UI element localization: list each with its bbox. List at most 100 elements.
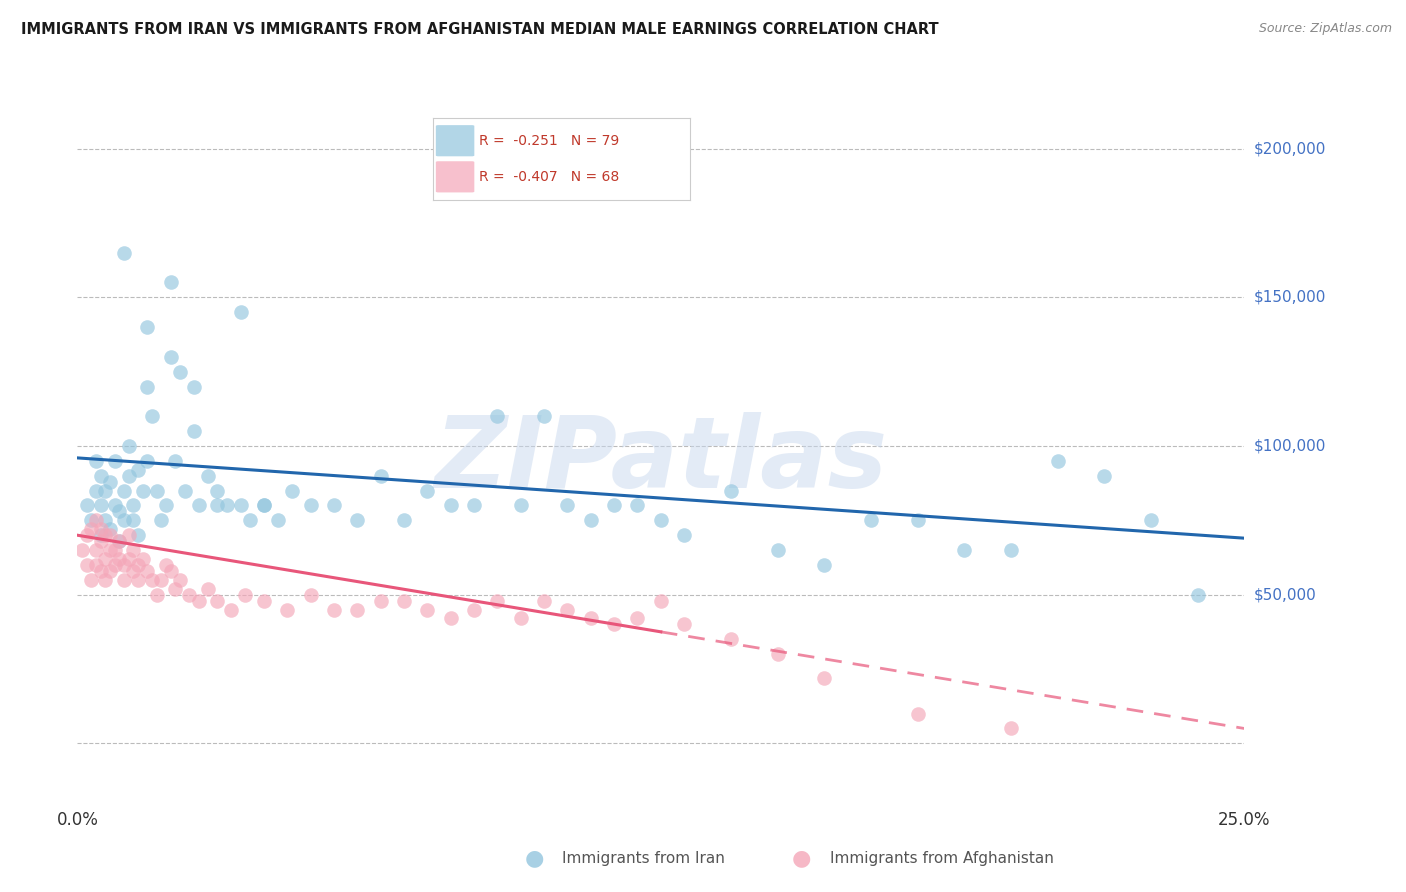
Point — [90, 499, 112, 513]
Point — [84, 558, 107, 572]
Point — [136, 379, 159, 393]
Point — [486, 593, 509, 607]
Point — [80, 573, 103, 587]
Point — [112, 558, 135, 572]
Point — [509, 611, 531, 625]
Point — [90, 522, 112, 536]
Point — [136, 320, 159, 334]
Text: Immigrants from Iran: Immigrants from Iran — [562, 851, 725, 865]
Point — [118, 468, 141, 483]
Point — [650, 513, 672, 527]
Point — [155, 558, 177, 572]
Point — [159, 276, 181, 290]
Point — [859, 513, 882, 527]
Point — [90, 528, 112, 542]
Point — [98, 564, 121, 578]
Point — [94, 483, 117, 498]
Point — [603, 499, 626, 513]
Point — [229, 305, 252, 319]
Point — [766, 647, 789, 661]
Point — [720, 483, 742, 498]
Point — [118, 552, 141, 566]
Point — [76, 528, 98, 542]
Point — [557, 499, 579, 513]
Point — [165, 454, 187, 468]
Point — [131, 483, 153, 498]
Point — [253, 593, 276, 607]
Point — [1092, 468, 1115, 483]
Point — [533, 593, 555, 607]
Point — [150, 573, 173, 587]
Point — [90, 534, 112, 549]
Point — [323, 602, 346, 616]
Point — [239, 513, 262, 527]
Point — [486, 409, 509, 424]
Point — [299, 499, 322, 513]
Point — [94, 528, 117, 542]
Point — [98, 475, 121, 489]
Point — [118, 439, 141, 453]
Point — [650, 593, 672, 607]
Point — [509, 499, 531, 513]
Text: ●: ● — [792, 848, 811, 868]
Point — [169, 365, 191, 379]
Point — [84, 513, 107, 527]
Point — [145, 588, 167, 602]
Text: R =  -0.407   N = 68: R = -0.407 N = 68 — [479, 169, 620, 184]
Point — [197, 468, 219, 483]
Point — [813, 558, 835, 572]
Point — [229, 499, 252, 513]
Point — [94, 552, 117, 566]
Point — [673, 528, 696, 542]
Point — [122, 564, 145, 578]
Point — [183, 424, 205, 438]
FancyBboxPatch shape — [436, 125, 474, 156]
Point — [179, 588, 201, 602]
Point — [122, 499, 145, 513]
Point — [136, 564, 159, 578]
Point — [299, 588, 322, 602]
Point — [127, 573, 149, 587]
Point — [84, 483, 107, 498]
Text: ●: ● — [524, 848, 544, 868]
Point — [90, 468, 112, 483]
Text: $150,000: $150,000 — [1254, 290, 1326, 305]
Point — [463, 602, 485, 616]
Point — [346, 602, 368, 616]
Point — [76, 499, 98, 513]
Point — [104, 499, 127, 513]
Point — [90, 564, 112, 578]
Point — [626, 499, 648, 513]
Point — [215, 499, 238, 513]
Point — [108, 504, 131, 518]
Point — [1000, 543, 1022, 558]
Point — [370, 468, 392, 483]
Point — [141, 573, 163, 587]
Point — [131, 552, 153, 566]
Text: $200,000: $200,000 — [1254, 141, 1326, 156]
Point — [108, 534, 131, 549]
Point — [104, 543, 127, 558]
Text: Source: ZipAtlas.com: Source: ZipAtlas.com — [1258, 22, 1392, 36]
Point — [197, 582, 219, 596]
Point — [122, 513, 145, 527]
Point — [145, 483, 167, 498]
Point — [98, 543, 121, 558]
Text: IMMIGRANTS FROM IRAN VS IMMIGRANTS FROM AFGHANISTAN MEDIAN MALE EARNINGS CORRELA: IMMIGRANTS FROM IRAN VS IMMIGRANTS FROM … — [21, 22, 939, 37]
Text: $100,000: $100,000 — [1254, 439, 1326, 453]
Point — [463, 499, 485, 513]
Point — [155, 499, 177, 513]
Text: $50,000: $50,000 — [1254, 587, 1317, 602]
Point — [98, 528, 121, 542]
Text: R =  -0.251   N = 79: R = -0.251 N = 79 — [479, 134, 620, 148]
Point — [392, 513, 415, 527]
Point — [346, 513, 368, 527]
Point — [603, 617, 626, 632]
Point — [1046, 454, 1069, 468]
Point — [150, 513, 173, 527]
Point — [104, 454, 127, 468]
Point — [112, 573, 135, 587]
Point — [187, 593, 209, 607]
Point — [1187, 588, 1209, 602]
Point — [1000, 722, 1022, 736]
